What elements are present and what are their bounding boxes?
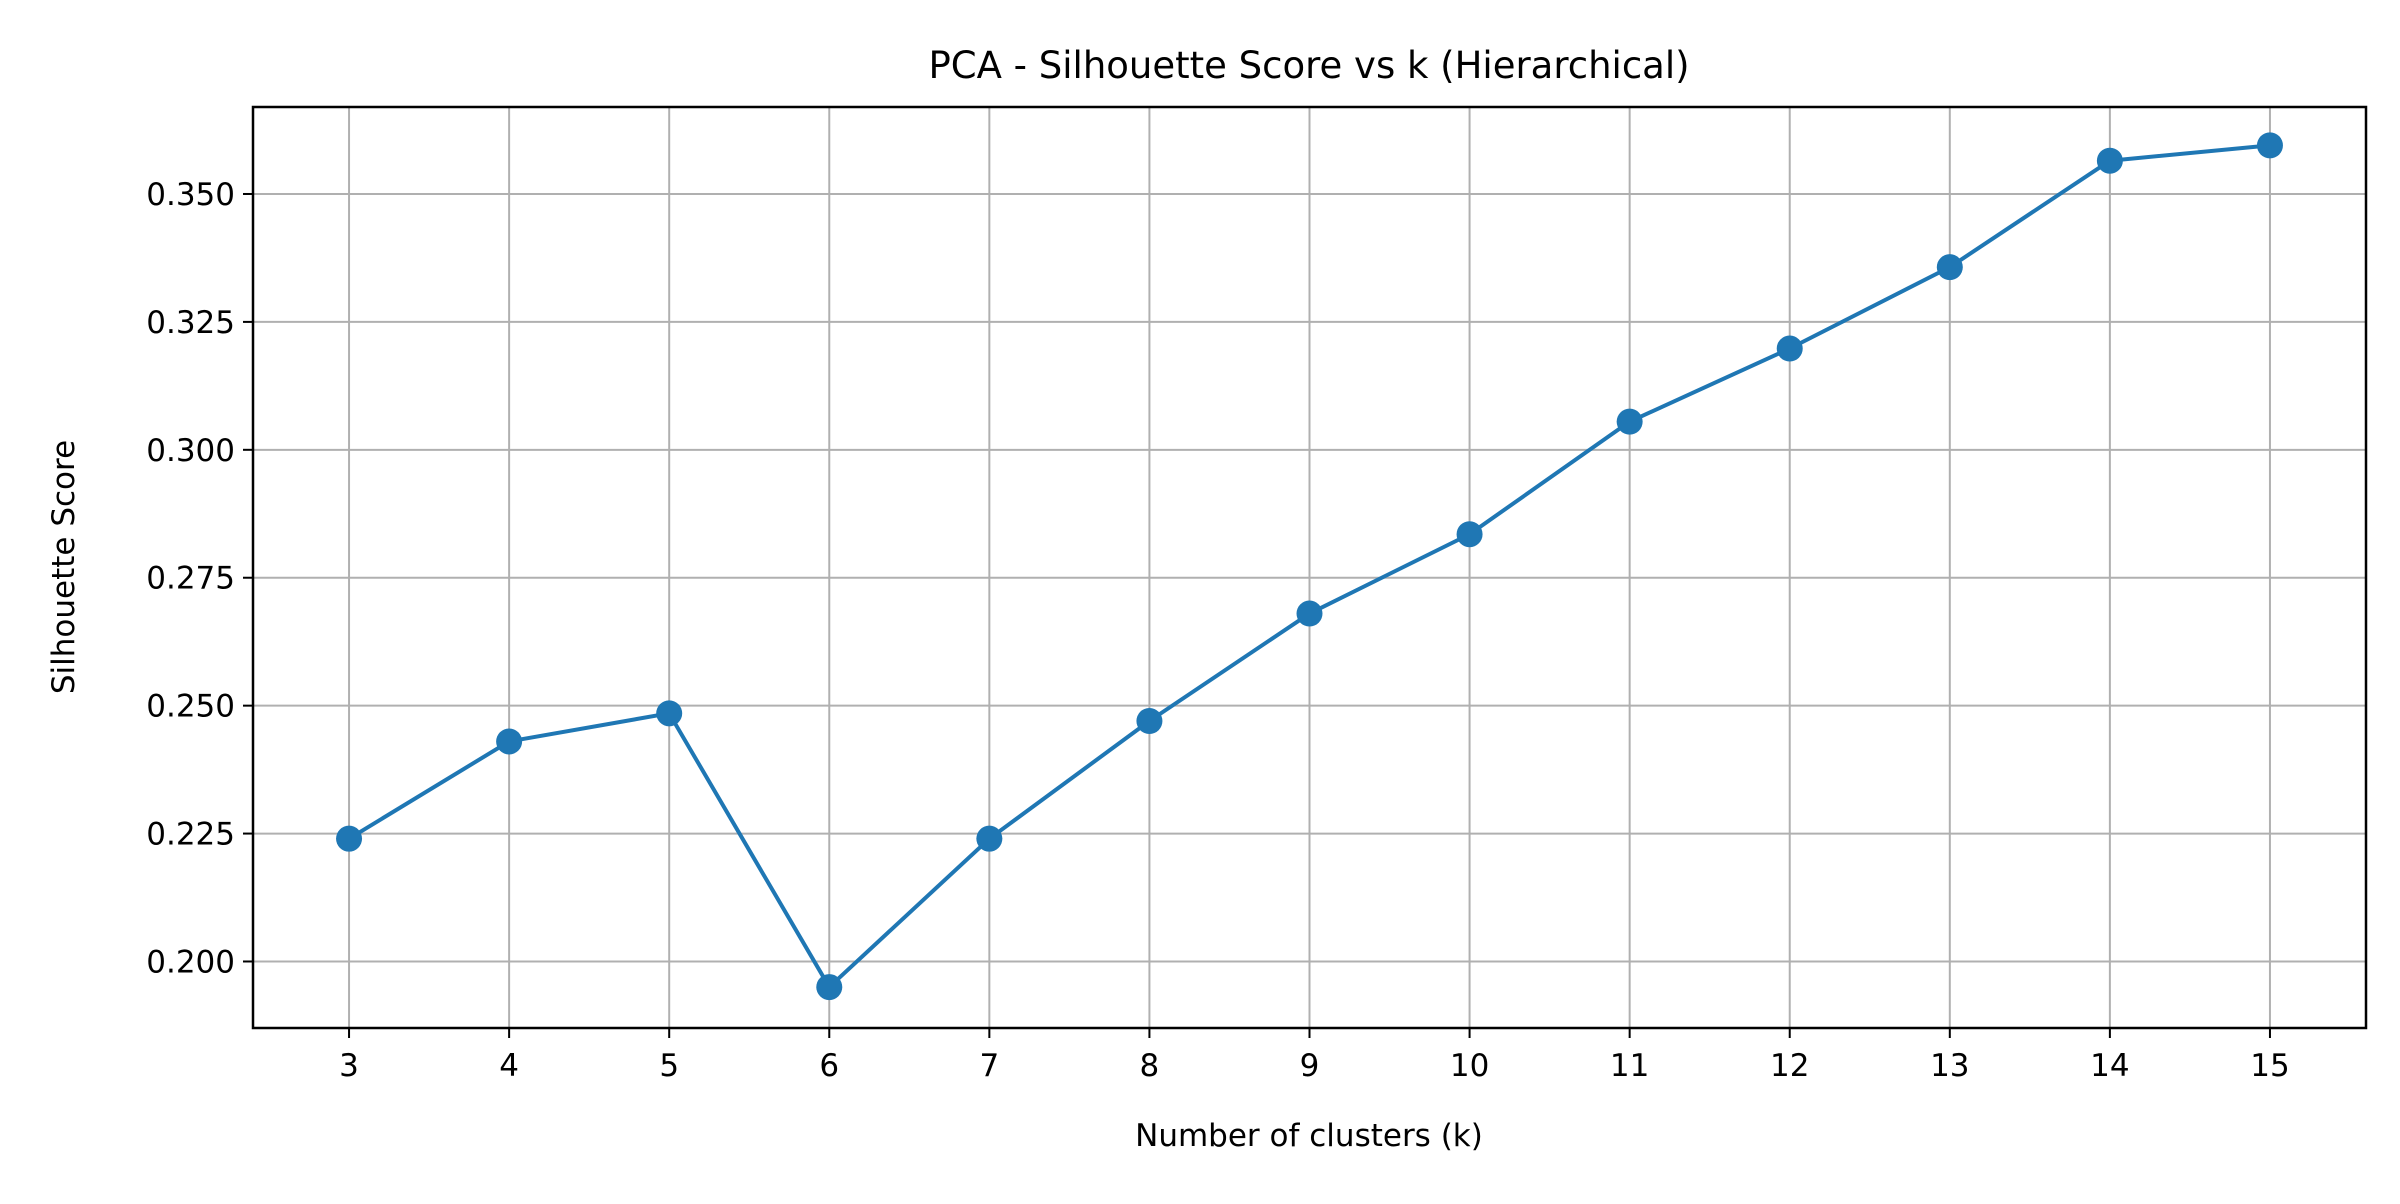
data-point-k14 [2096,147,2123,174]
x-tick-label: 14 [2090,1048,2129,1084]
data-point-k6 [816,974,843,1001]
x-tick-label: 6 [819,1048,839,1084]
x-tick-label: 11 [1610,1048,1649,1084]
data-point-k7 [976,825,1003,852]
chart-title: PCA - Silhouette Score vs k (Hierarchica… [928,44,1689,87]
y-tick-label: 0.325 [146,305,235,341]
x-tick-label: 5 [659,1048,679,1084]
y-tick-label: 0.275 [146,561,235,597]
data-point-k11 [1616,408,1643,435]
x-tick-label: 4 [499,1048,519,1084]
x-tick-label: 8 [1140,1048,1160,1084]
grid-lines [253,107,2366,1028]
y-axis-label: Silhouette Score [46,440,82,694]
y-tick-label: 0.300 [146,433,235,469]
y-tick-label: 0.250 [146,689,235,725]
data-point-k12 [1776,335,1803,362]
data-point-k8 [1136,708,1163,734]
y-tick-label: 0.200 [146,944,235,980]
data-point-k5 [656,700,683,727]
data-point-k3 [336,825,363,852]
data-point-k10 [1456,521,1483,548]
data-point-k13 [1936,254,1963,281]
data-point-k9 [1296,600,1323,627]
x-tick-label: 15 [2250,1048,2289,1084]
data-point-k15 [2256,132,2283,159]
x-axis-label: Number of clusters (k) [1135,1118,1483,1154]
x-tick-label: 9 [1300,1048,1320,1084]
data-point-k4 [496,728,523,755]
x-axis-ticks: 3 4 5 6 7 8 9 10 11 12 13 14 15 [339,1028,2290,1084]
x-tick-label: 3 [339,1048,359,1084]
y-axis-ticks: 0.200 0.225 0.250 0.275 0.300 0.325 0.350 [146,177,253,980]
x-tick-label: 12 [1770,1048,1809,1084]
x-tick-label: 13 [1930,1048,1969,1084]
y-tick-label: 0.350 [146,177,235,213]
x-tick-label: 7 [979,1048,999,1084]
y-tick-label: 0.225 [146,817,235,853]
x-tick-label: 10 [1450,1048,1489,1084]
series-layer [336,132,2283,1001]
